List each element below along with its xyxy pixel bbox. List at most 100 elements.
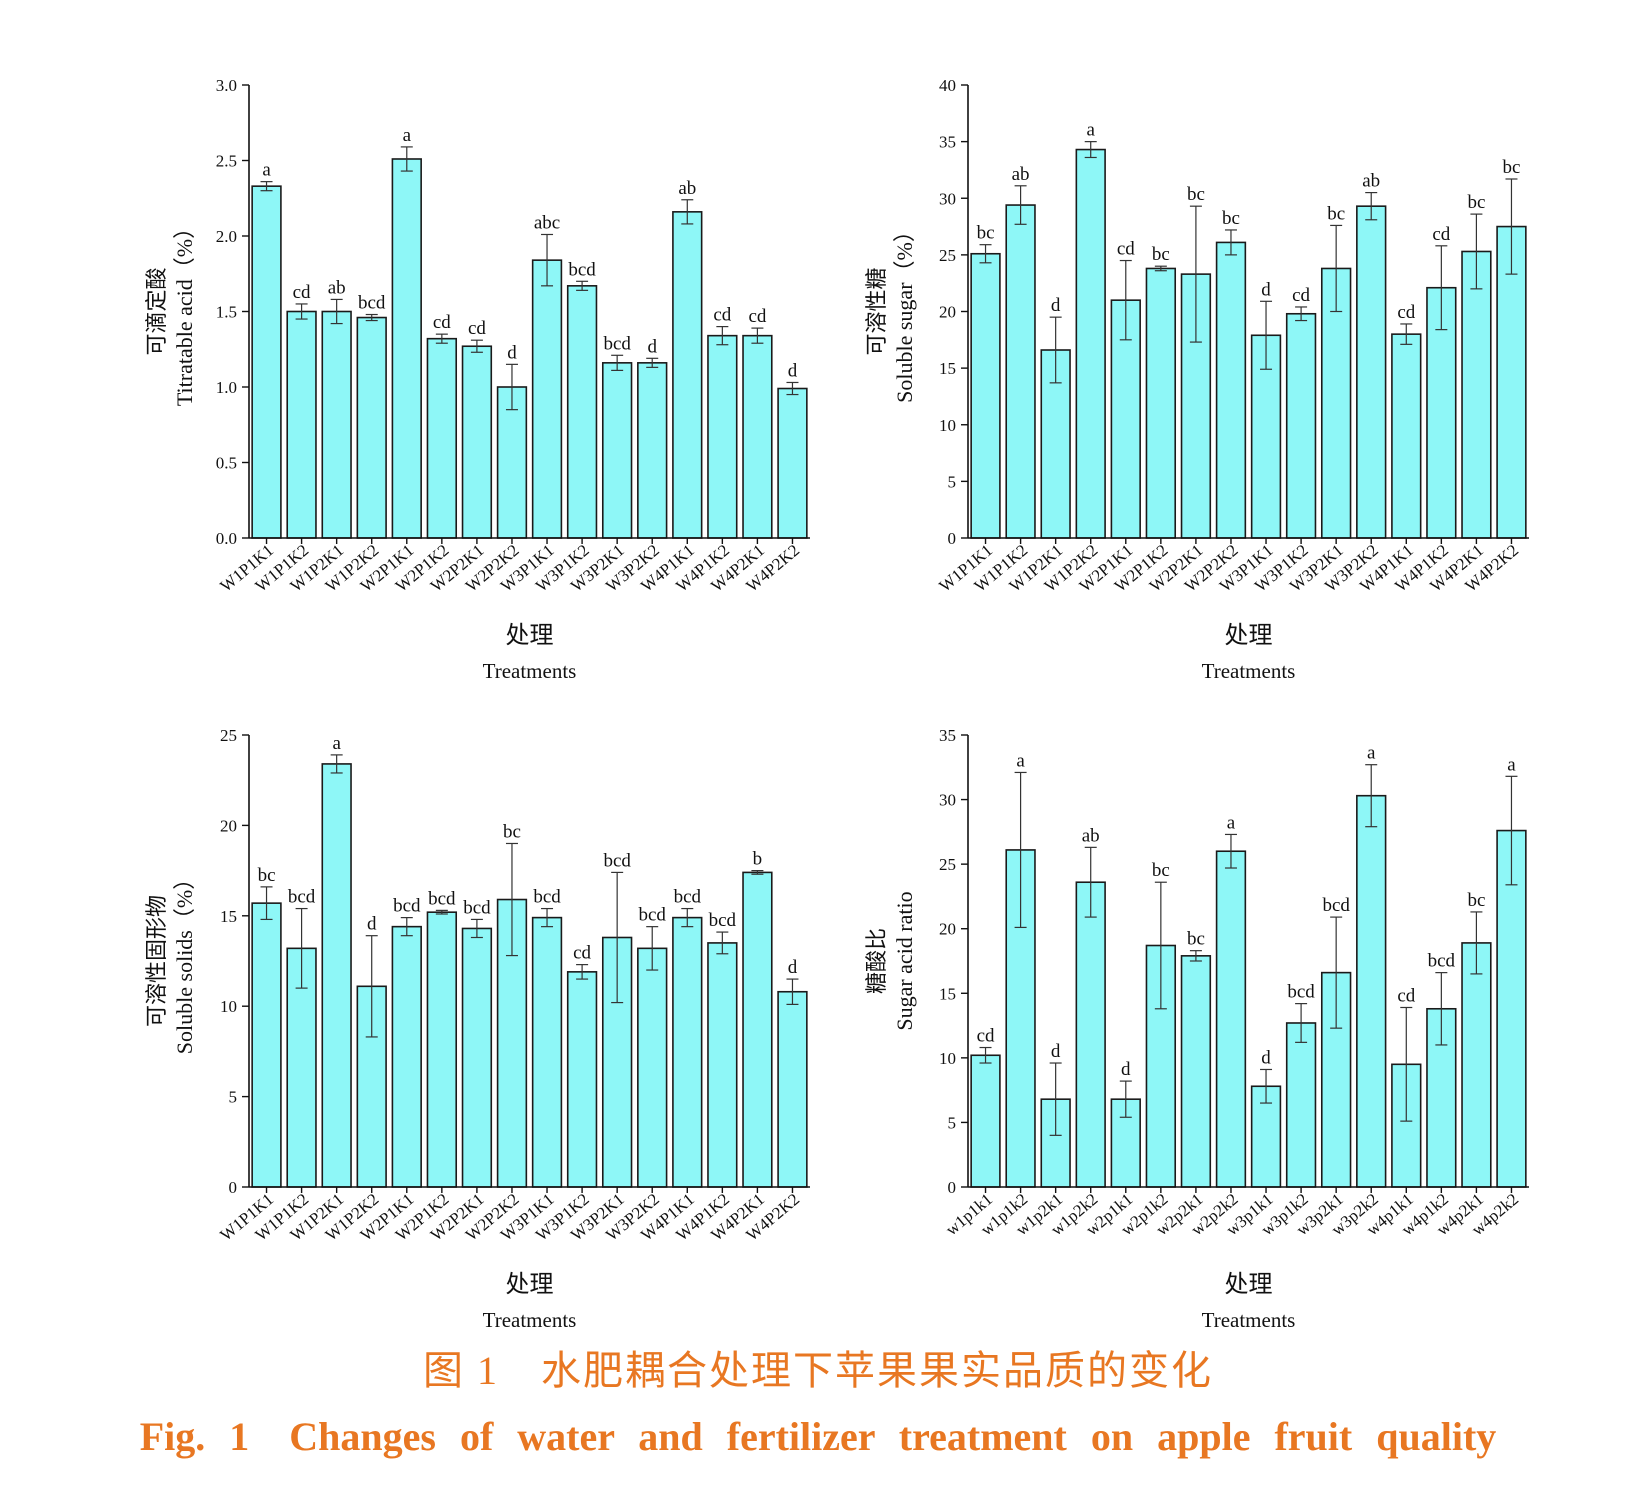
y-tick-label: 25 [939,855,956,874]
x-axis-label: Treatments [1202,1308,1296,1330]
x-axis-label-chinese: 处理 [1225,1271,1273,1298]
y-tick-label: 10 [220,997,237,1016]
y-tick-label: 35 [939,133,956,152]
significance-letter: bc [977,223,995,244]
significance-letter: cd [1432,224,1450,245]
significance-letter: bcd [533,887,561,908]
significance-letter: d [1121,1059,1131,1080]
significance-letter: a [1507,754,1516,775]
significance-letter: bcd [674,887,702,908]
x-axis-label: Treatments [483,659,577,683]
significance-letter: bcd [603,850,631,871]
bar-W4P1K1 [1391,333,1422,539]
significance-letter: bc [503,821,521,842]
significance-letter: bc [1187,929,1205,950]
bar-W3P1K2 [1285,312,1317,539]
bar-W3P1K1 [531,259,563,539]
y-tick-label: 1.0 [216,378,237,397]
bar-W2P2K1 [461,345,493,539]
significance-letter: bc [1327,203,1345,224]
bar-W3P2K2 [1356,205,1387,539]
bar-W4P1K2 [707,334,738,539]
y-tick-label: 5 [948,472,957,491]
y-tick-label: 0.5 [216,454,237,473]
significance-letter: bc [1503,157,1521,178]
y-axis-label: Sugar acid ratio [892,891,917,1030]
bar-W2P2K2 [1215,241,1247,539]
bar-W3P2K2 [637,947,668,1188]
y-tick-label: 5 [948,1113,957,1132]
significance-letter: cd [977,1026,995,1047]
bar-W2P1K2 [1145,267,1177,539]
chart-panel-3: bcW1P1K1bcdW1P1K2aW1P2K1dW1P2K2bcdW2P1K1… [144,726,810,1330]
bar-W3P1K2 [566,971,598,1188]
y-tick-label: 20 [939,920,956,939]
bar-W4P2K2 [1496,225,1527,539]
significance-letter: cd [713,305,731,326]
significance-letter: d [788,360,798,381]
bar-W4P1K1 [672,916,703,1188]
y-tick-label: 35 [939,726,956,745]
x-axis-label: Treatments [483,1308,577,1330]
bar-W3P1K2 [566,285,598,539]
bar-W2P1K1 [391,158,422,539]
significance-letter: bc [1187,184,1205,205]
x-axis-label-chinese: 处理 [1225,622,1273,649]
y-tick-label: 40 [939,76,956,95]
y-axis-label: Soluble sugar（%） [892,220,917,403]
y-tick-label: 15 [220,907,237,926]
bar-w4p2k2 [1496,829,1527,1188]
significance-letter: bc [258,865,276,886]
bar-W1P2K1 [321,310,352,539]
significance-letter: d [647,336,657,357]
bar-W1P2K1 [321,763,352,1188]
bar-W3P1K1 [531,916,563,1188]
bar-W2P2K2 [496,386,528,539]
significance-letter: ab [1082,825,1100,846]
y-tick-label: 25 [939,246,956,265]
y-tick-label: 20 [220,816,237,835]
y-tick-label: 30 [939,189,956,208]
bar-W3P2K2 [637,362,668,539]
significance-letter: a [1016,750,1025,771]
significance-letter: a [332,733,341,754]
bar-W4P2K1 [742,334,773,539]
significance-letter: d [1051,1041,1061,1062]
significance-letter: cd [293,282,311,303]
y-tick-label: 20 [939,303,956,322]
y-axis-label: Soluble solids（%） [172,868,197,1054]
bar-w4p1k1 [1391,1063,1422,1188]
significance-letter: ab [328,277,346,298]
significance-letter: bcd [358,293,386,314]
significance-letter: bcd [393,896,421,917]
significance-letter: ab [1362,171,1380,192]
significance-letter: bcd [568,259,596,280]
y-tick-label: 2.0 [216,227,237,246]
y-tick-label: 15 [939,984,956,1003]
bar-W4P1K1 [672,211,703,539]
significance-letter: b [753,849,763,870]
significance-letter: a [262,160,271,181]
significance-letter: bc [1467,192,1485,213]
significance-letter: cd [573,943,591,964]
significance-letter: cd [468,318,486,339]
y-axis-label-chinese: 可溶性糖 [864,267,889,355]
significance-letter: cd [1397,985,1415,1006]
significance-letter: abc [534,212,560,233]
bar-W4P1K2 [707,942,738,1188]
significance-letter: d [367,914,377,935]
significance-letter: bcd [603,333,631,354]
significance-letter: d [1261,1047,1271,1068]
significance-letter: bcd [1287,982,1315,1003]
figure: aW1P1K1cdW1P1K2abW1P2K1bcdW1P2K2aW2P1K1c… [144,76,1529,1330]
y-tick-label: 10 [939,1049,956,1068]
bar-W1P1K1 [251,902,282,1188]
y-axis-label-chinese: 可滴定酸 [144,267,169,355]
x-axis-label-chinese: 处理 [506,622,554,649]
significance-letter: bcd [463,897,491,918]
significance-letter: bc [1222,208,1240,229]
y-tick-label: 0 [948,1178,957,1197]
y-axis-label-chinese: 可溶性固形物 [144,895,169,1027]
bar-w1p1k1 [970,1054,1001,1188]
y-tick-label: 0 [948,529,957,548]
